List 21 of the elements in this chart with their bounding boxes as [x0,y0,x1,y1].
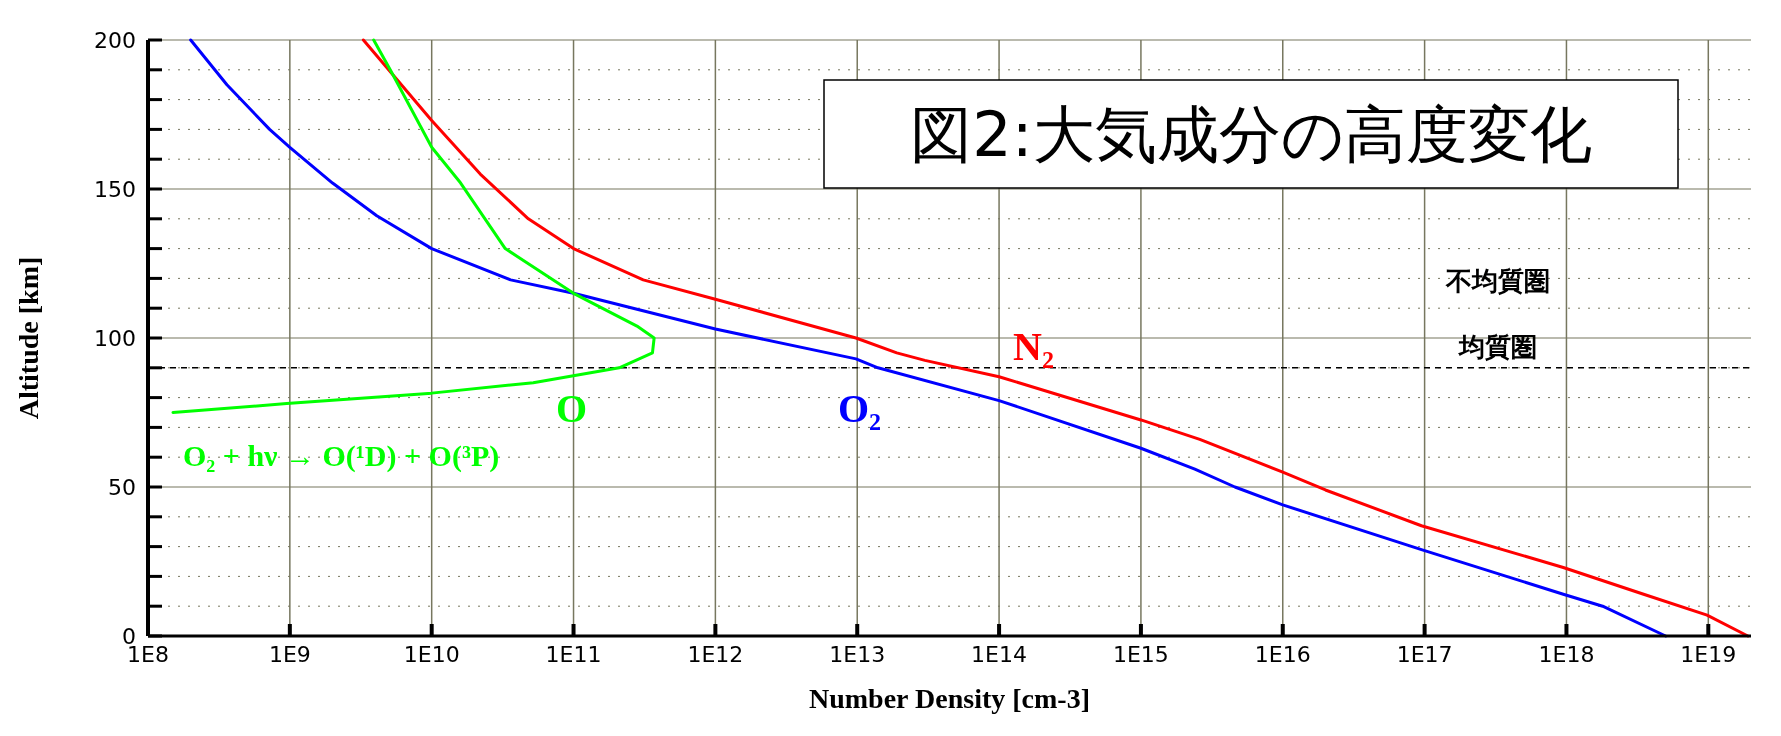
y-tick-label: 100 [94,325,136,351]
series-label: N₂ [1013,324,1054,369]
y-tick-label: 150 [94,176,136,202]
y-tick-label: 200 [94,27,136,53]
x-tick-label: 1E19 [1680,642,1737,667]
x-tick-label: 1E17 [1396,642,1453,667]
x-tick-label: 1E16 [1254,642,1311,667]
x-tick-label: 1E12 [687,642,744,667]
text: 図2:大気成分の高度変化 [910,98,1592,172]
x-tick-label: 1E11 [545,642,602,667]
x-tick-label: 1E14 [971,642,1028,667]
x-axis-title: Number Density [cm-3] [809,683,1090,714]
annotation: 不均質圏 [1445,266,1550,296]
x-tick-label: 1E9 [268,642,311,667]
x-tick-label: 1E10 [403,642,460,667]
y-tick-label: 50 [108,474,136,500]
x-tick-label: 1E18 [1538,642,1595,667]
x-tick-label: 1E13 [829,642,886,667]
annotation: 均質圏 [1457,332,1537,362]
y-axis-title: Altitude [km] [13,256,44,420]
x-tick-label: 1E15 [1112,642,1169,667]
